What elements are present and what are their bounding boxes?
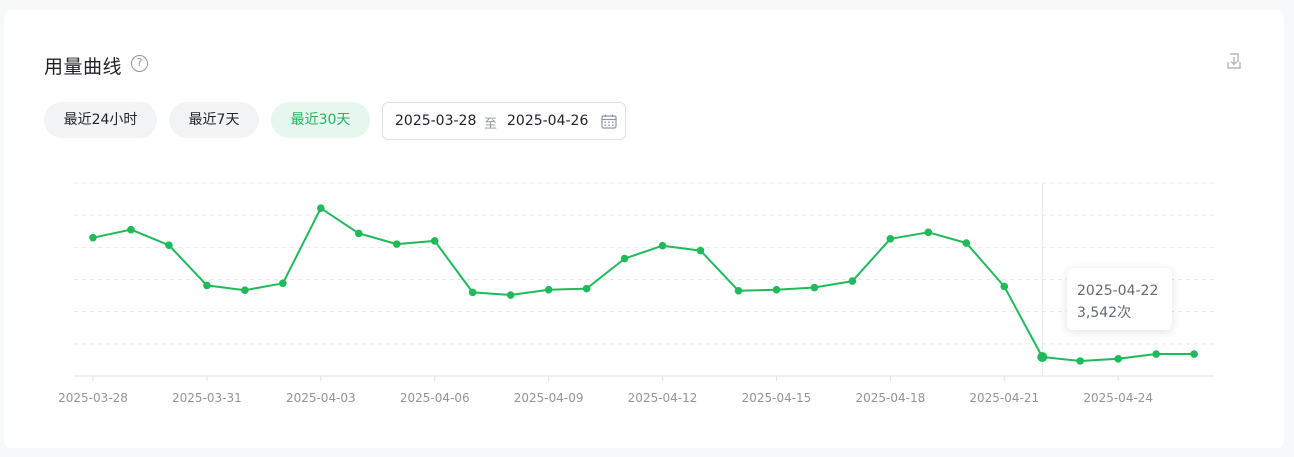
data-point[interactable] [1076, 357, 1085, 365]
data-point[interactable] [1152, 350, 1160, 358]
x-tick-label: 2025-04-18 [855, 391, 925, 405]
data-point[interactable] [620, 254, 629, 263]
chart-tooltip: 2025-04-22 3,542次 [1067, 268, 1172, 330]
tooltip-date: 2025-04-22 [1077, 283, 1159, 299]
x-tick-label: 2025-04-12 [628, 391, 698, 405]
data-point[interactable] [203, 281, 211, 290]
data-point[interactable] [848, 277, 857, 285]
x-tick-label: 2025-04-24 [1083, 391, 1153, 405]
data-point[interactable] [468, 288, 477, 297]
x-tick-label: 2025-04-06 [400, 391, 470, 405]
data-point[interactable] [772, 285, 781, 294]
series-line [92, 207, 1195, 362]
data-point[interactable] [89, 233, 97, 242]
x-tick-label: 2025-04-21 [969, 391, 1039, 405]
data-point[interactable] [1190, 350, 1198, 358]
range-30d-button[interactable]: 最近30天 [271, 102, 370, 138]
date-range-picker[interactable]: 2025-03-28 至 2025-04-26 [382, 102, 626, 140]
range-end-date[interactable]: 2025-04-26 [507, 113, 589, 129]
data-point[interactable] [734, 286, 743, 295]
data-point[interactable] [317, 204, 325, 212]
range-7d-button[interactable]: 最近7天 [169, 102, 259, 138]
data-point[interactable] [127, 225, 135, 234]
data-point[interactable] [544, 285, 553, 294]
data-point[interactable] [886, 234, 895, 243]
data-point[interactable] [962, 239, 971, 247]
series-line-path [92, 207, 1195, 362]
data-point[interactable] [430, 237, 439, 245]
usage-card: 用量曲线 ? 最近24小时 最近7天 最近30天 2025-03-28 至 20… [4, 10, 1284, 448]
data-point[interactable] [241, 286, 249, 295]
range-separator: 至 [484, 117, 498, 132]
x-tick-label: 2025-04-09 [514, 391, 584, 405]
data-point[interactable] [165, 241, 173, 249]
data-point[interactable] [392, 240, 401, 248]
calendar-icon[interactable] [601, 114, 617, 129]
series-points[interactable] [89, 204, 1198, 365]
x-tick-label: 2025-04-03 [286, 391, 356, 405]
x-tick-label: 2025-04-15 [742, 391, 812, 405]
data-point[interactable] [1114, 355, 1122, 363]
data-point[interactable] [696, 246, 705, 255]
question-circle-icon[interactable]: ? [131, 55, 148, 72]
data-point[interactable] [924, 228, 933, 237]
x-axis: 2025-03-28 2025-03-31 2025-04-03 2025-04-06… [58, 375, 1214, 405]
usage-line-chart: 2025-03-28 2025-03-31 2025-04-03 2025-04-06… [58, 182, 1214, 405]
data-point[interactable] [1000, 282, 1009, 291]
data-point[interactable] [506, 291, 515, 299]
tooltip-value: 3,542次 [1077, 305, 1132, 321]
data-point[interactable] [354, 229, 363, 238]
page-title: 用量曲线 [44, 56, 123, 78]
data-point[interactable] [810, 283, 819, 292]
range-24h-button[interactable]: 最近24小时 [44, 102, 157, 138]
grid-lines [74, 182, 1214, 345]
data-point[interactable] [658, 241, 667, 250]
data-point[interactable] [582, 284, 591, 293]
range-start-date[interactable]: 2025-03-28 [395, 113, 477, 129]
download-icon[interactable] [1225, 52, 1243, 70]
x-tick-label: 2025-03-28 [58, 391, 128, 405]
data-point[interactable] [1037, 352, 1048, 363]
x-tick-label: 2025-03-31 [172, 391, 242, 405]
data-point[interactable] [279, 279, 287, 288]
